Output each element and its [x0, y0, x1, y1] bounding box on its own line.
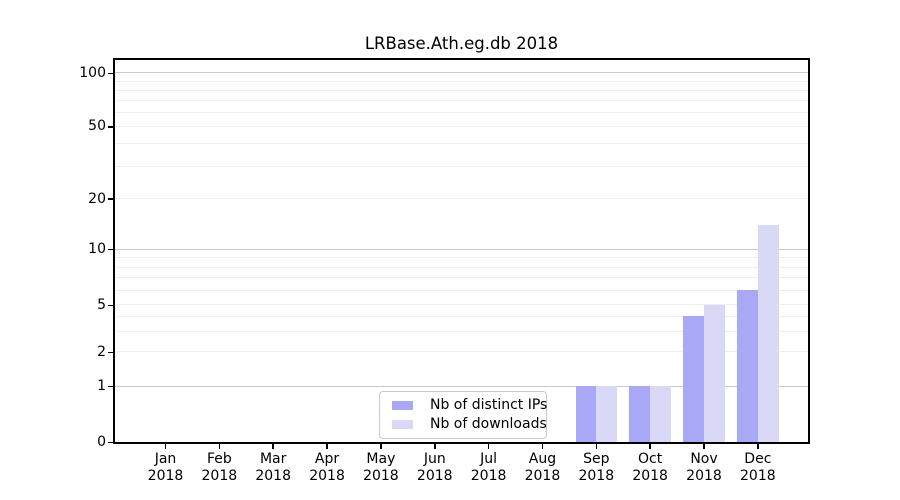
- x-tick-year: 2018: [470, 467, 507, 484]
- y-tick-label: 0: [97, 434, 106, 450]
- x-tick-mark: [487, 444, 490, 449]
- legend-item-downloads: Nb of downloads: [388, 416, 547, 433]
- x-tick-month: Sep: [583, 451, 610, 467]
- bar-downloads: [704, 304, 725, 442]
- x-tick-month: Feb: [206, 451, 232, 467]
- minor-gridline: [115, 266, 808, 268]
- x-tick-label: Feb 2018: [187, 451, 251, 484]
- minor-gridline: [115, 277, 808, 279]
- y-tick-label: 1: [97, 378, 106, 395]
- minor-gridline: [115, 89, 808, 91]
- major-gridline: [115, 72, 808, 74]
- legend-swatch-downloads-icon: [392, 420, 413, 429]
- x-tick-year: 2018: [309, 467, 345, 484]
- bar-distinct-ips: [629, 386, 651, 442]
- x-tick-mark: [380, 444, 382, 449]
- minor-gridline: [115, 315, 808, 317]
- x-tick-year: 2018: [201, 467, 238, 484]
- x-tick-label: Jul 2018: [457, 451, 521, 484]
- x-tick-year: 2018: [740, 467, 776, 484]
- bar-downloads: [650, 386, 671, 442]
- x-tick-year: 2018: [255, 467, 291, 484]
- y-tick-label: 10: [88, 241, 106, 257]
- x-tick-label: Jan 2018: [134, 451, 198, 484]
- x-tick-label: Aug 2018: [510, 451, 574, 484]
- x-tick-mark: [649, 444, 651, 449]
- x-tick-year: 2018: [363, 467, 399, 484]
- x-tick-month: Jul: [480, 451, 498, 467]
- minor-gridline: [115, 198, 808, 200]
- minor-gridline: [115, 351, 808, 353]
- y-tick-label: 2: [97, 343, 106, 360]
- x-tick-label: Jun 2018: [403, 451, 467, 484]
- y-tick-label: 20: [88, 190, 106, 207]
- y-tick-label: 100: [79, 64, 106, 81]
- minor-gridline: [115, 304, 808, 306]
- bar-distinct-ips: [575, 386, 597, 442]
- x-tick-year: 2018: [578, 467, 615, 484]
- x-tick-year: 2018: [686, 467, 722, 484]
- bar-distinct-ips: [683, 316, 704, 442]
- x-tick-month: May: [366, 451, 396, 467]
- minor-gridline: [115, 166, 808, 168]
- x-tick-month: Jan: [154, 451, 177, 467]
- x-tick-mark: [218, 444, 221, 449]
- x-tick-mark: [433, 444, 436, 449]
- minor-gridline: [115, 330, 808, 332]
- bar-distinct-ips: [737, 290, 758, 442]
- x-tick-label: Oct 2018: [618, 451, 682, 484]
- x-tick-year: 2018: [416, 467, 453, 484]
- x-tick-month: Nov: [690, 451, 718, 467]
- x-tick-mark: [595, 444, 598, 449]
- y-tick-label: 5: [97, 296, 106, 313]
- plot-area: [113, 58, 810, 444]
- x-tick-mark: [326, 444, 328, 449]
- x-tick-mark: [703, 444, 705, 449]
- minor-gridline: [115, 257, 808, 259]
- legend-label-distinct-ips: Nb of distinct IPs: [430, 397, 548, 413]
- bar-downloads: [596, 386, 618, 442]
- x-tick-month: Dec: [744, 451, 772, 467]
- x-tick-month: Mar: [259, 451, 287, 467]
- x-tick-month: Oct: [638, 451, 663, 467]
- x-tick-year: 2018: [632, 467, 668, 484]
- x-tick-label: Apr 2018: [295, 451, 359, 484]
- legend-swatch-distinct-ips-icon: [392, 401, 413, 410]
- legend-item-distinct-ips: Nb of distinct IPs: [388, 397, 547, 414]
- x-tick-label: Mar 2018: [241, 451, 305, 484]
- x-tick-month: Jun: [423, 451, 446, 467]
- x-tick-label: May 2018: [349, 451, 413, 484]
- chart-title: LRBase.Ath.eg.db 2018: [364, 34, 559, 53]
- bar-downloads: [757, 224, 779, 442]
- x-tick-mark: [164, 444, 167, 449]
- minor-gridline: [115, 125, 808, 127]
- minor-gridline: [115, 289, 808, 291]
- legend-label-downloads: Nb of downloads: [430, 416, 547, 432]
- major-gridline: [115, 248, 808, 250]
- minor-gridline: [115, 80, 808, 82]
- x-tick-label: Dec 2018: [726, 451, 790, 484]
- minor-gridline: [115, 99, 808, 101]
- major-gridline: [115, 385, 808, 387]
- minor-gridline: [115, 111, 808, 113]
- x-tick-mark: [757, 444, 759, 449]
- y-tick-label: 50: [88, 118, 106, 135]
- minor-gridline: [115, 143, 808, 145]
- x-tick-label: Sep 2018: [564, 451, 628, 484]
- x-tick-month: Apr: [314, 451, 340, 467]
- x-tick-mark: [541, 444, 544, 449]
- x-tick-label: Nov 2018: [672, 451, 736, 484]
- x-tick-month: Aug: [528, 451, 557, 467]
- x-tick-mark: [272, 444, 274, 449]
- legend: Nb of distinct IPs Nb of downloads: [379, 391, 547, 439]
- x-tick-year: 2018: [147, 467, 184, 484]
- x-tick-year: 2018: [524, 467, 561, 484]
